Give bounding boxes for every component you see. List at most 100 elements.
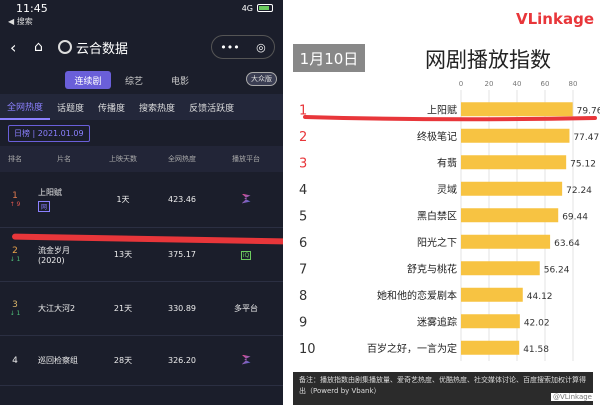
home-icon[interactable]: ⌂ <box>34 39 43 55</box>
tab-feedback[interactable]: 反馈活跃度 <box>189 103 235 114</box>
vlinkage-logo: VLinkage <box>516 10 594 28</box>
table-row[interactable]: 2 ↓ 1 流金岁月 (2020) 13天 375.17 iQ <box>0 228 283 282</box>
yunhe-logo-icon <box>58 40 72 54</box>
chart-footer-note: 备注：播放指数由剧集播放量、爱奇艺热度、优酷热度、社交媒体讨论、百度搜索加权计算… <box>293 372 593 405</box>
x-tick-label: 20 <box>485 80 494 88</box>
category-tabs: 连续剧 综艺 电影 大众版 <box>0 66 283 94</box>
category-label: 舒克与桃花 <box>407 262 457 275</box>
row-days: 13天 <box>113 250 133 259</box>
x-tick-label: 60 <box>541 80 550 88</box>
tab-overall-heat[interactable]: 全网热度 <box>0 94 51 120</box>
value-label: 77.47 <box>573 133 599 143</box>
big-screen-toggle[interactable]: 大众版 <box>246 72 277 86</box>
value-label: 44.12 <box>527 292 553 302</box>
app-title: 云合数据 <box>76 41 129 57</box>
web-drama-tag: 网 <box>38 201 51 212</box>
category-label: 上阳赋 <box>427 104 457 116</box>
date-selector[interactable]: 日榜 | 2021.01.09 <box>8 124 90 142</box>
miniapp-capsule: ••• ◎ <box>211 35 275 59</box>
more-icon[interactable]: ••• <box>220 40 240 54</box>
col-platform: 播放平台 <box>232 155 260 163</box>
rank-number: 10 <box>299 342 316 357</box>
iqiyi-icon: iQ <box>240 250 252 260</box>
status-bar: 11:45 4G <box>0 0 283 16</box>
table-header: 排名 片名 上映天数 全网热度 播放平台 <box>0 146 283 172</box>
row-rank: 1 <box>12 191 18 201</box>
rank-number: 1 <box>299 103 307 118</box>
rank-change: ↓ 1 <box>9 310 21 317</box>
youku-icon <box>241 193 251 204</box>
bar <box>461 181 563 196</box>
signal-label: 4G <box>241 3 253 13</box>
row-title: 大江大河2 <box>38 304 76 313</box>
row-heat: 375.17 <box>168 250 196 259</box>
row-rank: 4 <box>12 355 18 366</box>
bar <box>461 340 520 355</box>
battery-icon <box>257 4 273 12</box>
row-title: 巡回检察组 <box>38 356 78 365</box>
close-target-icon[interactable]: ◎ <box>256 40 266 54</box>
category-label: 有翡 <box>437 156 457 169</box>
value-label: 41.58 <box>523 345 549 355</box>
metric-tabs: 全网热度 话题度 传播度 搜索热度 反馈活跃度 <box>0 94 283 120</box>
status-time: 11:45 <box>16 1 48 15</box>
col-days: 上映天数 <box>109 155 137 163</box>
rank-change: ↓ 1 <box>9 256 21 263</box>
vlinkage-chart-panel: VLinkage 1月10日 网剧播放指数 0 20 40 60 80 1 上阳赋 79.76… <box>283 0 600 405</box>
red-highlight-stroke <box>303 115 597 122</box>
bar <box>461 287 523 302</box>
table-row[interactable]: 3 ↓ 1 大江大河2 21天 330.89 多平台 <box>0 282 283 336</box>
rank-number: 4 <box>299 183 307 198</box>
value-label: 69.44 <box>562 212 588 222</box>
tab-variety[interactable]: 综艺 <box>124 76 143 87</box>
rank-number: 9 <box>299 315 307 330</box>
rank-number: 3 <box>299 156 307 171</box>
youku-icon <box>241 354 251 365</box>
bar <box>461 234 551 249</box>
value-label: 42.02 <box>524 318 550 328</box>
table-row[interactable]: 1 ↑ 9 上阳赋 网 1天 423.46 <box>0 172 283 228</box>
row-days: 21天 <box>113 304 133 313</box>
tab-topic[interactable]: 话题度 <box>57 103 85 114</box>
rank-number: 6 <box>299 236 307 251</box>
tab-search-heat[interactable]: 搜索热度 <box>139 103 176 114</box>
x-tick-label: 80 <box>569 80 578 88</box>
tab-movie[interactable]: 电影 <box>170 76 189 87</box>
row-days: 1天 <box>116 195 130 204</box>
bar <box>461 208 559 223</box>
row-platform: 多平台 <box>234 304 258 313</box>
value-label: 56.24 <box>544 265 570 275</box>
category-label: 阳光之下 <box>417 236 457 249</box>
col-rank: 排名 <box>8 155 22 163</box>
chart-date-badge: 1月10日 <box>293 44 365 72</box>
value-label: 63.64 <box>554 239 580 249</box>
category-label: 灵域 <box>437 183 457 196</box>
app-nav-bar: ‹ ⌂ 云合数据 ••• ◎ <box>0 28 283 66</box>
category-label: 终极笔记 <box>417 130 457 143</box>
back-to-search-link[interactable]: ◀ 搜索 <box>8 17 33 26</box>
row-title: 流金岁月 (2020) <box>38 245 70 265</box>
bar <box>461 261 540 276</box>
tab-series[interactable]: 连续剧 <box>65 71 111 89</box>
x-tick-label: 40 <box>513 80 522 88</box>
bar <box>461 102 573 117</box>
value-label: 75.12 <box>570 159 596 169</box>
row-heat: 326.20 <box>168 356 196 365</box>
rank-number: 7 <box>299 262 307 277</box>
weibo-watermark: @VLinkage <box>550 393 594 401</box>
col-heat: 全网热度 <box>168 155 196 163</box>
back-chevron-icon[interactable]: ‹ <box>10 37 17 57</box>
x-tick-label: 0 <box>459 80 463 88</box>
category-label: 黑白禁区 <box>417 209 457 222</box>
bar-chart: 0 20 40 60 80 1 上阳赋 79.76 2 终极笔记 77.47 3 有翡 75.12 4 灵域 7… <box>299 80 600 361</box>
category-label: 百岁之好，一言为定 <box>367 342 457 355</box>
col-title: 片名 <box>57 155 71 163</box>
value-label: 72.24 <box>566 186 592 196</box>
row-rank: 3 <box>12 300 18 310</box>
row-heat: 423.46 <box>168 195 196 204</box>
table-row[interactable]: 4 巡回检察组 28天 326.20 <box>0 336 283 386</box>
category-label: 她和他的恋爱剧本 <box>377 289 457 302</box>
tab-spread[interactable]: 传播度 <box>98 103 126 114</box>
row-heat: 330.89 <box>168 304 196 313</box>
